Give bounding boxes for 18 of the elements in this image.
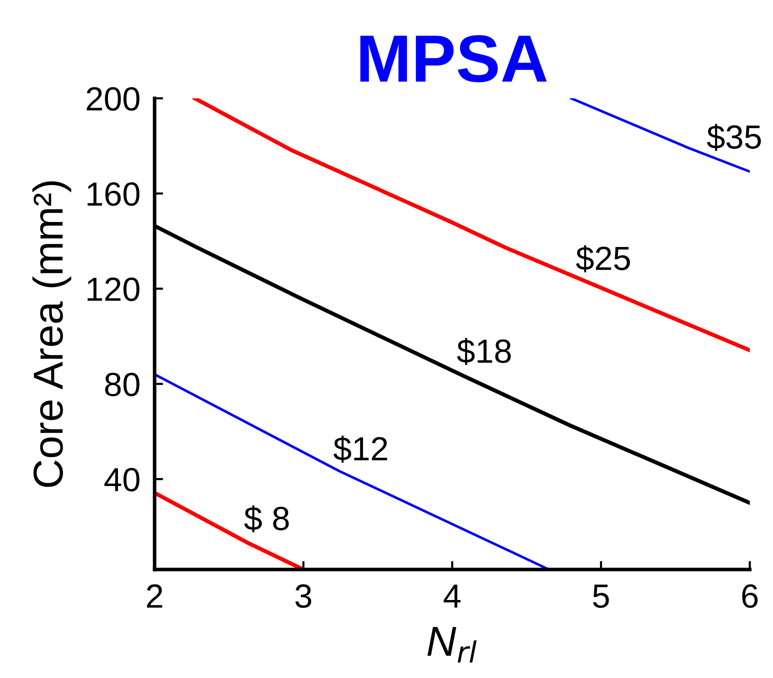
y-tick-label: 200: [86, 87, 140, 111]
annotation: $25: [576, 245, 630, 272]
y-tick-label: 160: [88, 182, 140, 206]
chart-title: MPSA: [360, 35, 547, 82]
x-tick-label: 5: [593, 584, 609, 608]
annotation: $ 8: [244, 505, 289, 532]
x-tick-label: 3: [295, 584, 312, 608]
annotation: $12: [334, 436, 388, 463]
annotation: $18: [457, 338, 511, 366]
x-tick-label: 2: [147, 584, 162, 608]
y-axis-title: Core Area (mm²): [32, 181, 72, 487]
y-tick-label: 40: [104, 468, 140, 492]
x-tick-label: 6: [742, 584, 758, 608]
annotation: $35: [707, 124, 761, 151]
y-tick-label: 80: [105, 372, 140, 396]
x-axis-title: N$_{rl}$: [427, 627, 477, 663]
y-tick-label: 120: [88, 278, 140, 302]
x-tick-label: 4: [444, 584, 460, 608]
